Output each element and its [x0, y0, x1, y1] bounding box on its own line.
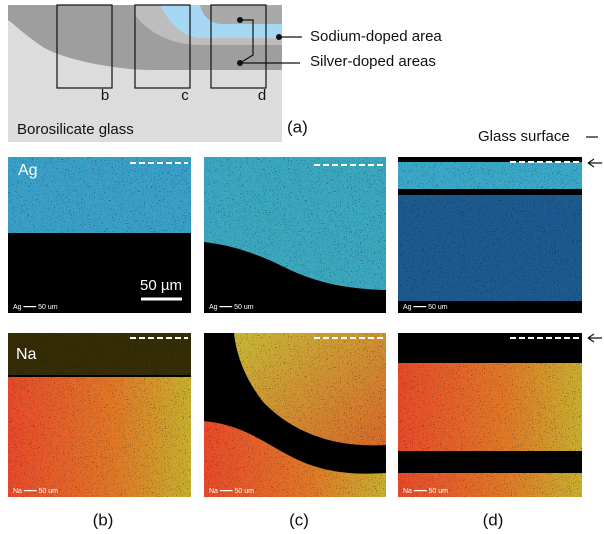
footer: Ag ━━━ 50 um — [13, 304, 58, 311]
footer: Ag ━━━ 50 um — [209, 304, 254, 311]
caption: (b) — [93, 510, 114, 529]
page: b c d Borosilicate glass Sodium-doped ar… — [0, 0, 604, 534]
schematic: b c d Borosilicate glass Sodium-doped ar… — [8, 5, 442, 142]
scale-label: 50 µm — [140, 277, 182, 294]
box-label: b — [101, 87, 109, 104]
footer: Na ━━━ 50 um — [209, 488, 254, 495]
figure: b c d Borosilicate glass Sodium-doped ar… — [0, 0, 604, 534]
na-map: Na ━━━ 50 um — [204, 333, 386, 497]
footer: Ag ━━━ 50 um — [403, 304, 448, 311]
arrow — [588, 159, 602, 167]
footer: Na ━━━ 50 um — [403, 488, 448, 495]
na-map: Na ━━━ 50 um — [398, 333, 582, 497]
element-label: Na — [16, 346, 37, 363]
glass-surface-label: Glass surface — [478, 128, 570, 145]
caption: (c) — [289, 510, 309, 529]
silver-label: Silver-doped areas — [310, 53, 436, 70]
na-map: Na Na ━━━ 50 um — [8, 333, 191, 497]
sodium-label: Sodium-doped area — [310, 28, 442, 45]
glass-label: Borosilicate glass — [17, 121, 134, 138]
ag-map: Ag ━━━ 50 um — [398, 157, 582, 313]
caption: (d) — [483, 510, 504, 529]
caption: (a) — [287, 117, 308, 136]
ag-map: Ag ━━━ 50 um — [204, 157, 386, 313]
footer: Na ━━━ 50 um — [13, 488, 58, 495]
ag-map: Ag 50 µm Ag ━━━ 50 um — [8, 157, 191, 313]
element-label: Ag — [18, 162, 38, 179]
arrow — [588, 334, 602, 342]
box-label: c — [181, 87, 189, 104]
box-label: d — [258, 87, 266, 104]
